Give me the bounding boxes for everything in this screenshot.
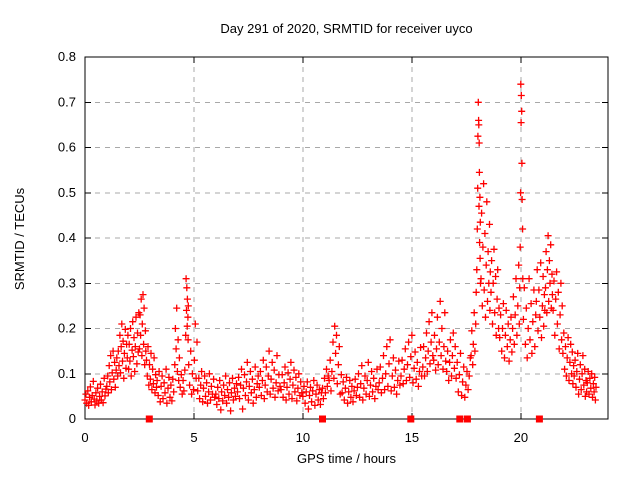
square-marker — [456, 415, 464, 423]
grid-lines — [85, 57, 608, 419]
y-tick-label: 0.1 — [58, 366, 76, 381]
y-tick-label: 0.7 — [58, 94, 76, 109]
y-tick-label: 0.6 — [58, 140, 76, 155]
y-tick-label: 0.8 — [58, 49, 76, 64]
square-marker — [535, 415, 543, 423]
data-points-baseline-markers — [145, 415, 543, 423]
square-marker — [407, 415, 415, 423]
square-marker — [145, 415, 153, 423]
y-tick-label: 0.2 — [58, 321, 76, 336]
chart-title: Day 291 of 2020, SRMTID for receiver uyc… — [220, 21, 473, 36]
x-tick-label: 0 — [81, 430, 88, 445]
square-marker — [319, 415, 326, 423]
y-tick-label: 0.5 — [58, 185, 76, 200]
y-tick-label: 0 — [69, 411, 76, 426]
x-tick-label: 5 — [190, 430, 197, 445]
data-points-srmtid — [81, 80, 600, 415]
x-tick-label: 10 — [296, 430, 310, 445]
x-tick-label: 15 — [405, 430, 419, 445]
x-tick-label: 20 — [514, 430, 528, 445]
square-marker — [463, 415, 471, 423]
y-tick-label: 0.4 — [58, 230, 76, 245]
x-axis-label: GPS time / hours — [297, 451, 396, 466]
y-tick-label: 0.3 — [58, 275, 76, 290]
